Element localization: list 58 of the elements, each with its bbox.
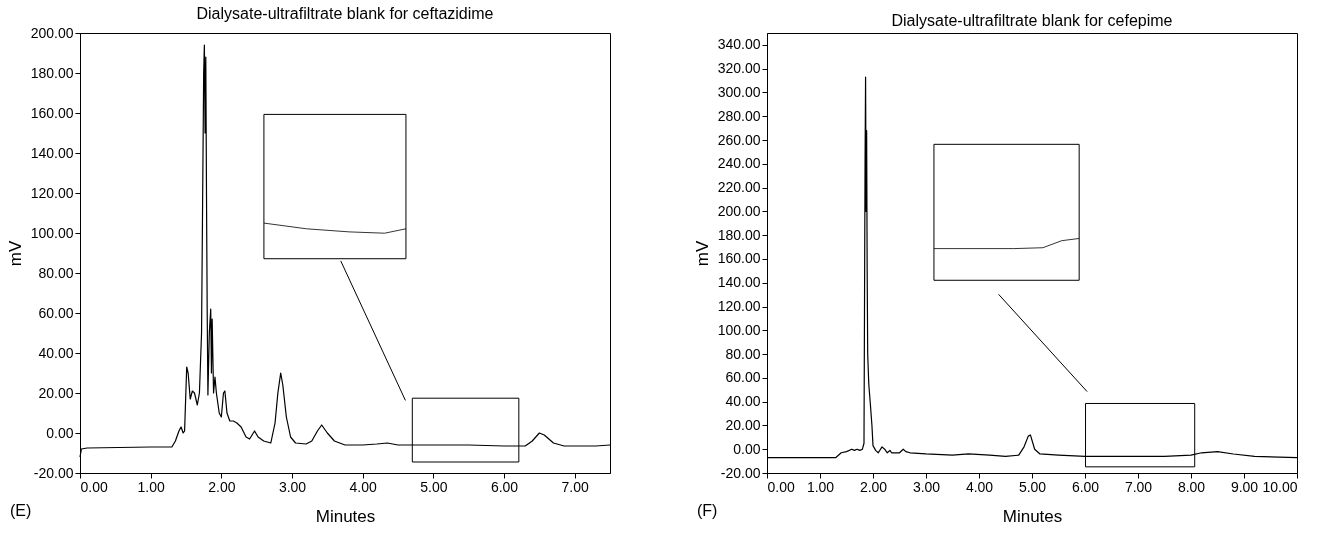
y-axis-title: mV [692,240,712,267]
x-tick-label: 6.00 [490,478,519,495]
y-tick-label: 160.00 [30,104,74,121]
y-tick-label: 260.00 [717,131,761,148]
y-tick-label: 100.00 [30,224,74,241]
x-tick-label: 5.00 [1018,478,1047,495]
y-tick-label: 40.00 [38,344,74,361]
x-tick-label: 0.00 [80,478,108,495]
x-tick-label: 2.00 [208,478,236,495]
y-tick-label: 220.00 [717,179,761,196]
y-tick-label: -20.00 [720,464,761,481]
x-tick-label: 4.00 [349,478,377,495]
x-axis-title: Minutes [1002,506,1063,526]
y-tick-label: 300.00 [717,83,761,100]
y-tick-label: 180.00 [717,226,761,243]
y-tick-label: 20.00 [38,384,74,401]
y-tick-label: 60.00 [38,304,74,321]
chart-title: Dialysate-ultrafiltrate blank for cefepime [891,12,1173,29]
y-tick-label: 60.00 [725,369,761,386]
x-tick-label: 3.00 [278,478,307,495]
x-tick-label: 3.00 [912,478,941,495]
x-tick-label: 1.00 [806,478,835,495]
y-tick-label: 120.00 [30,184,74,201]
y-tick-label: 0.00 [733,440,761,457]
x-tick-label: 0.00 [767,478,795,495]
y-tick-label: 140.00 [717,274,761,291]
y-tick-label: 100.00 [717,321,761,338]
y-tick-label: 200.00 [30,24,74,41]
y-tick-label: 160.00 [717,250,761,267]
y-tick-label: 0.00 [46,424,74,441]
x-tick-label: 2.00 [859,478,888,495]
y-tick-label: 200.00 [717,202,761,219]
y-tick-label: 320.00 [717,60,761,77]
y-tick-label: 80.00 [725,345,761,362]
y-tick-label: 20.00 [725,416,761,433]
y-tick-label: 240.00 [717,155,761,172]
y-tick-label: 280.00 [717,107,761,124]
x-tick-label: 7.00 [561,478,589,495]
x-tick-label: 4.00 [965,478,994,495]
y-tick-label: 140.00 [30,144,74,161]
x-tick-label: 6.00 [1071,478,1100,495]
x-tick-label: 1.00 [137,478,165,495]
x-axis-title: Minutes [315,506,376,526]
y-axis-title: mV [5,240,25,267]
text: (F) [697,502,718,519]
x-tick-label: 5.00 [420,478,448,495]
x-tick-label: 10.00 [1262,478,1298,495]
y-tick-label: 120.00 [717,298,761,315]
x-tick-label: 9.00 [1230,478,1259,495]
y-tick-label: 340.00 [717,36,761,53]
y-tick-label: 40.00 [725,393,761,410]
chart-title: Dialysate-ultrafiltrate blank for ceftazidime [196,5,494,22]
y-tick-label: -20.00 [33,464,74,481]
text: (E) [10,502,32,519]
x-tick-label: 8.00 [1177,478,1206,495]
x-tick-label: 7.00 [1124,478,1153,495]
y-tick-label: 180.00 [30,64,74,81]
y-tick-label: 80.00 [38,264,74,281]
